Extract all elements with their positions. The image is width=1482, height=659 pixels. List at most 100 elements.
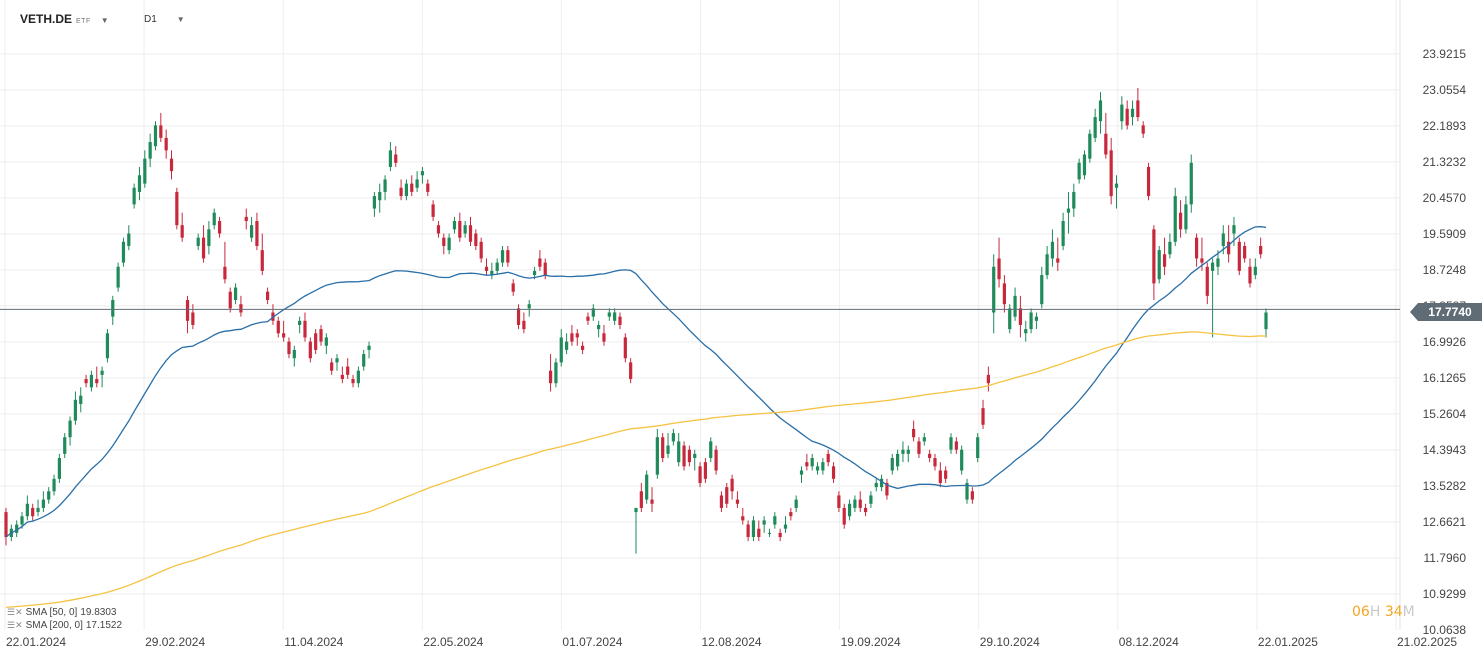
- candle-body: [500, 250, 505, 263]
- candle-body: [490, 270, 494, 276]
- candle-body: [127, 233, 131, 246]
- candle-body: [613, 312, 617, 321]
- candle-body: [223, 266, 227, 280]
- candle-body: [287, 341, 291, 355]
- candle-body: [1237, 241, 1241, 271]
- candle-body: [335, 358, 339, 363]
- symbol-selector[interactable]: VETH.DE ETF ▼: [20, 12, 109, 26]
- candle-body: [778, 532, 782, 538]
- timeframe-label: D1: [144, 14, 157, 25]
- symbol-name: VETH.DE: [20, 12, 73, 26]
- candle-body: [1157, 250, 1161, 280]
- settings-icon[interactable]: ☰✕: [7, 607, 23, 617]
- candle-body: [1189, 162, 1193, 205]
- candle-body: [207, 229, 211, 246]
- price-axis-label: 10.9299: [1423, 587, 1467, 601]
- price-axis-label: 20.4570: [1423, 191, 1467, 205]
- symbol-type-badge: ETF: [76, 18, 91, 25]
- candle-body: [821, 462, 825, 471]
- candle-body: [201, 237, 206, 259]
- candle-body: [479, 241, 483, 259]
- candle-body: [629, 362, 633, 380]
- candle-body: [997, 258, 1001, 280]
- candle-body: [25, 503, 29, 517]
- candle-body: [495, 262, 499, 271]
- candle-body: [671, 433, 675, 442]
- candle-body: [121, 241, 126, 263]
- candle-body: [949, 437, 953, 450]
- candle-body: [442, 237, 446, 246]
- candle-body: [47, 491, 51, 500]
- candle-body: [794, 499, 798, 508]
- candle-body: [960, 449, 964, 471]
- candle-body: [570, 333, 574, 342]
- date-axis-label: 29.02.2024: [145, 635, 205, 649]
- indicator-sma200[interactable]: ☰✕ SMA [200, 0] 17.1522: [7, 619, 122, 632]
- candle-body: [378, 191, 382, 201]
- candle-body: [645, 474, 649, 500]
- candle-body: [372, 196, 376, 209]
- candle-body: [933, 458, 937, 467]
- candle-body: [1130, 108, 1135, 118]
- candle-body: [169, 158, 174, 172]
- candle-body: [447, 237, 451, 251]
- candle-body: [1173, 196, 1177, 242]
- candle-body: [623, 337, 627, 359]
- candle-body: [95, 379, 99, 384]
- candle-body: [431, 204, 435, 217]
- price-axis-label: 18.7248: [1423, 263, 1467, 277]
- candle-body: [1002, 283, 1006, 305]
- candle-body: [928, 453, 932, 459]
- date-axis-label: 11.04.2024: [284, 635, 343, 649]
- date-axis-label: 21.02.2025: [1397, 635, 1457, 649]
- candle-body: [1211, 262, 1215, 271]
- candle-body: [591, 308, 595, 317]
- candle-body: [351, 379, 355, 384]
- candle-body: [415, 179, 419, 188]
- candle-body: [890, 458, 894, 471]
- candle-body: [57, 458, 61, 479]
- candle-body: [1018, 308, 1023, 325]
- candle-body: [650, 499, 654, 504]
- chevron-down-icon[interactable]: ▼: [176, 15, 185, 24]
- candle-body: [1109, 150, 1113, 197]
- candle-body: [1098, 100, 1103, 122]
- price-axis-label: 15.2604: [1423, 407, 1467, 421]
- candle-body: [826, 453, 830, 463]
- chevron-down-icon[interactable]: ▼: [100, 16, 109, 25]
- candle-body: [783, 524, 788, 529]
- price-axis-label: 23.9215: [1423, 47, 1467, 61]
- candle-body: [682, 445, 686, 467]
- timeframe-selector[interactable]: D1 ▼: [144, 14, 185, 25]
- candle-body: [356, 370, 360, 384]
- candle-body: [1093, 117, 1097, 138]
- candle-body: [308, 341, 312, 359]
- candle-body: [1082, 154, 1087, 176]
- candle-body: [527, 304, 531, 309]
- candle-body: [981, 408, 985, 425]
- date-axis-label: 22.01.2025: [1258, 635, 1318, 649]
- candle-body: [164, 137, 168, 151]
- candle-body: [468, 225, 473, 242]
- candle-body: [789, 512, 793, 517]
- candle-body: [15, 524, 19, 533]
- candle-body: [506, 250, 510, 263]
- candle-body: [52, 478, 56, 492]
- settings-icon[interactable]: ☰✕: [7, 620, 23, 630]
- candle-body: [1200, 258, 1204, 263]
- candle-body: [255, 221, 259, 246]
- indicator-sma50[interactable]: ☰✕ SMA [50, 0] 19.8303: [7, 606, 122, 619]
- candle-body: [661, 437, 665, 459]
- candle-body: [340, 374, 344, 380]
- candle-body: [762, 520, 766, 525]
- candle-body: [314, 333, 318, 350]
- candle-body: [148, 142, 152, 159]
- candle-body: [1243, 245, 1247, 259]
- price-axis-label: 19.5909: [1423, 227, 1467, 241]
- candle-body: [1152, 229, 1156, 284]
- candle-body: [233, 287, 238, 301]
- candle-body: [901, 449, 905, 454]
- candle-body: [63, 437, 67, 454]
- candle-body: [538, 258, 542, 267]
